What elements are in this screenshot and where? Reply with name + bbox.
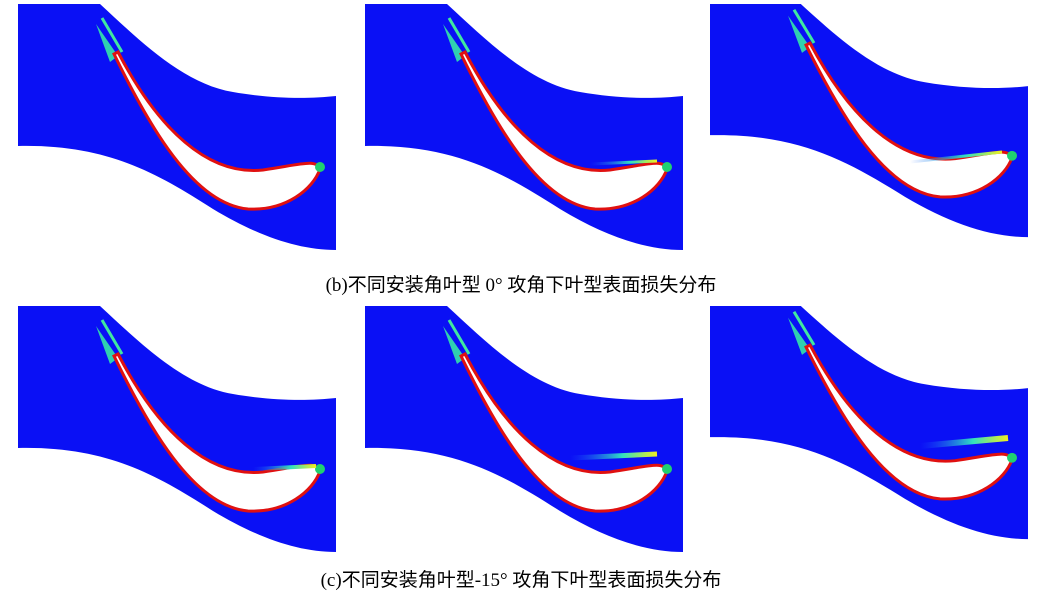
- caption-c: (c)不同安装角叶型-15° 攻角下叶型表面损失分布: [320, 570, 722, 591]
- loss-contour-c1: [18, 306, 336, 552]
- loss-contour-b2: [365, 4, 683, 250]
- loss-contour-b3: [710, 4, 1028, 239]
- loss-contour-c3: [710, 306, 1028, 541]
- loss-contour-c2: [365, 306, 683, 552]
- loss-contour-b1: [18, 4, 336, 250]
- caption-b: (b)不同安装角叶型 0° 攻角下叶型表面损失分布: [325, 275, 717, 296]
